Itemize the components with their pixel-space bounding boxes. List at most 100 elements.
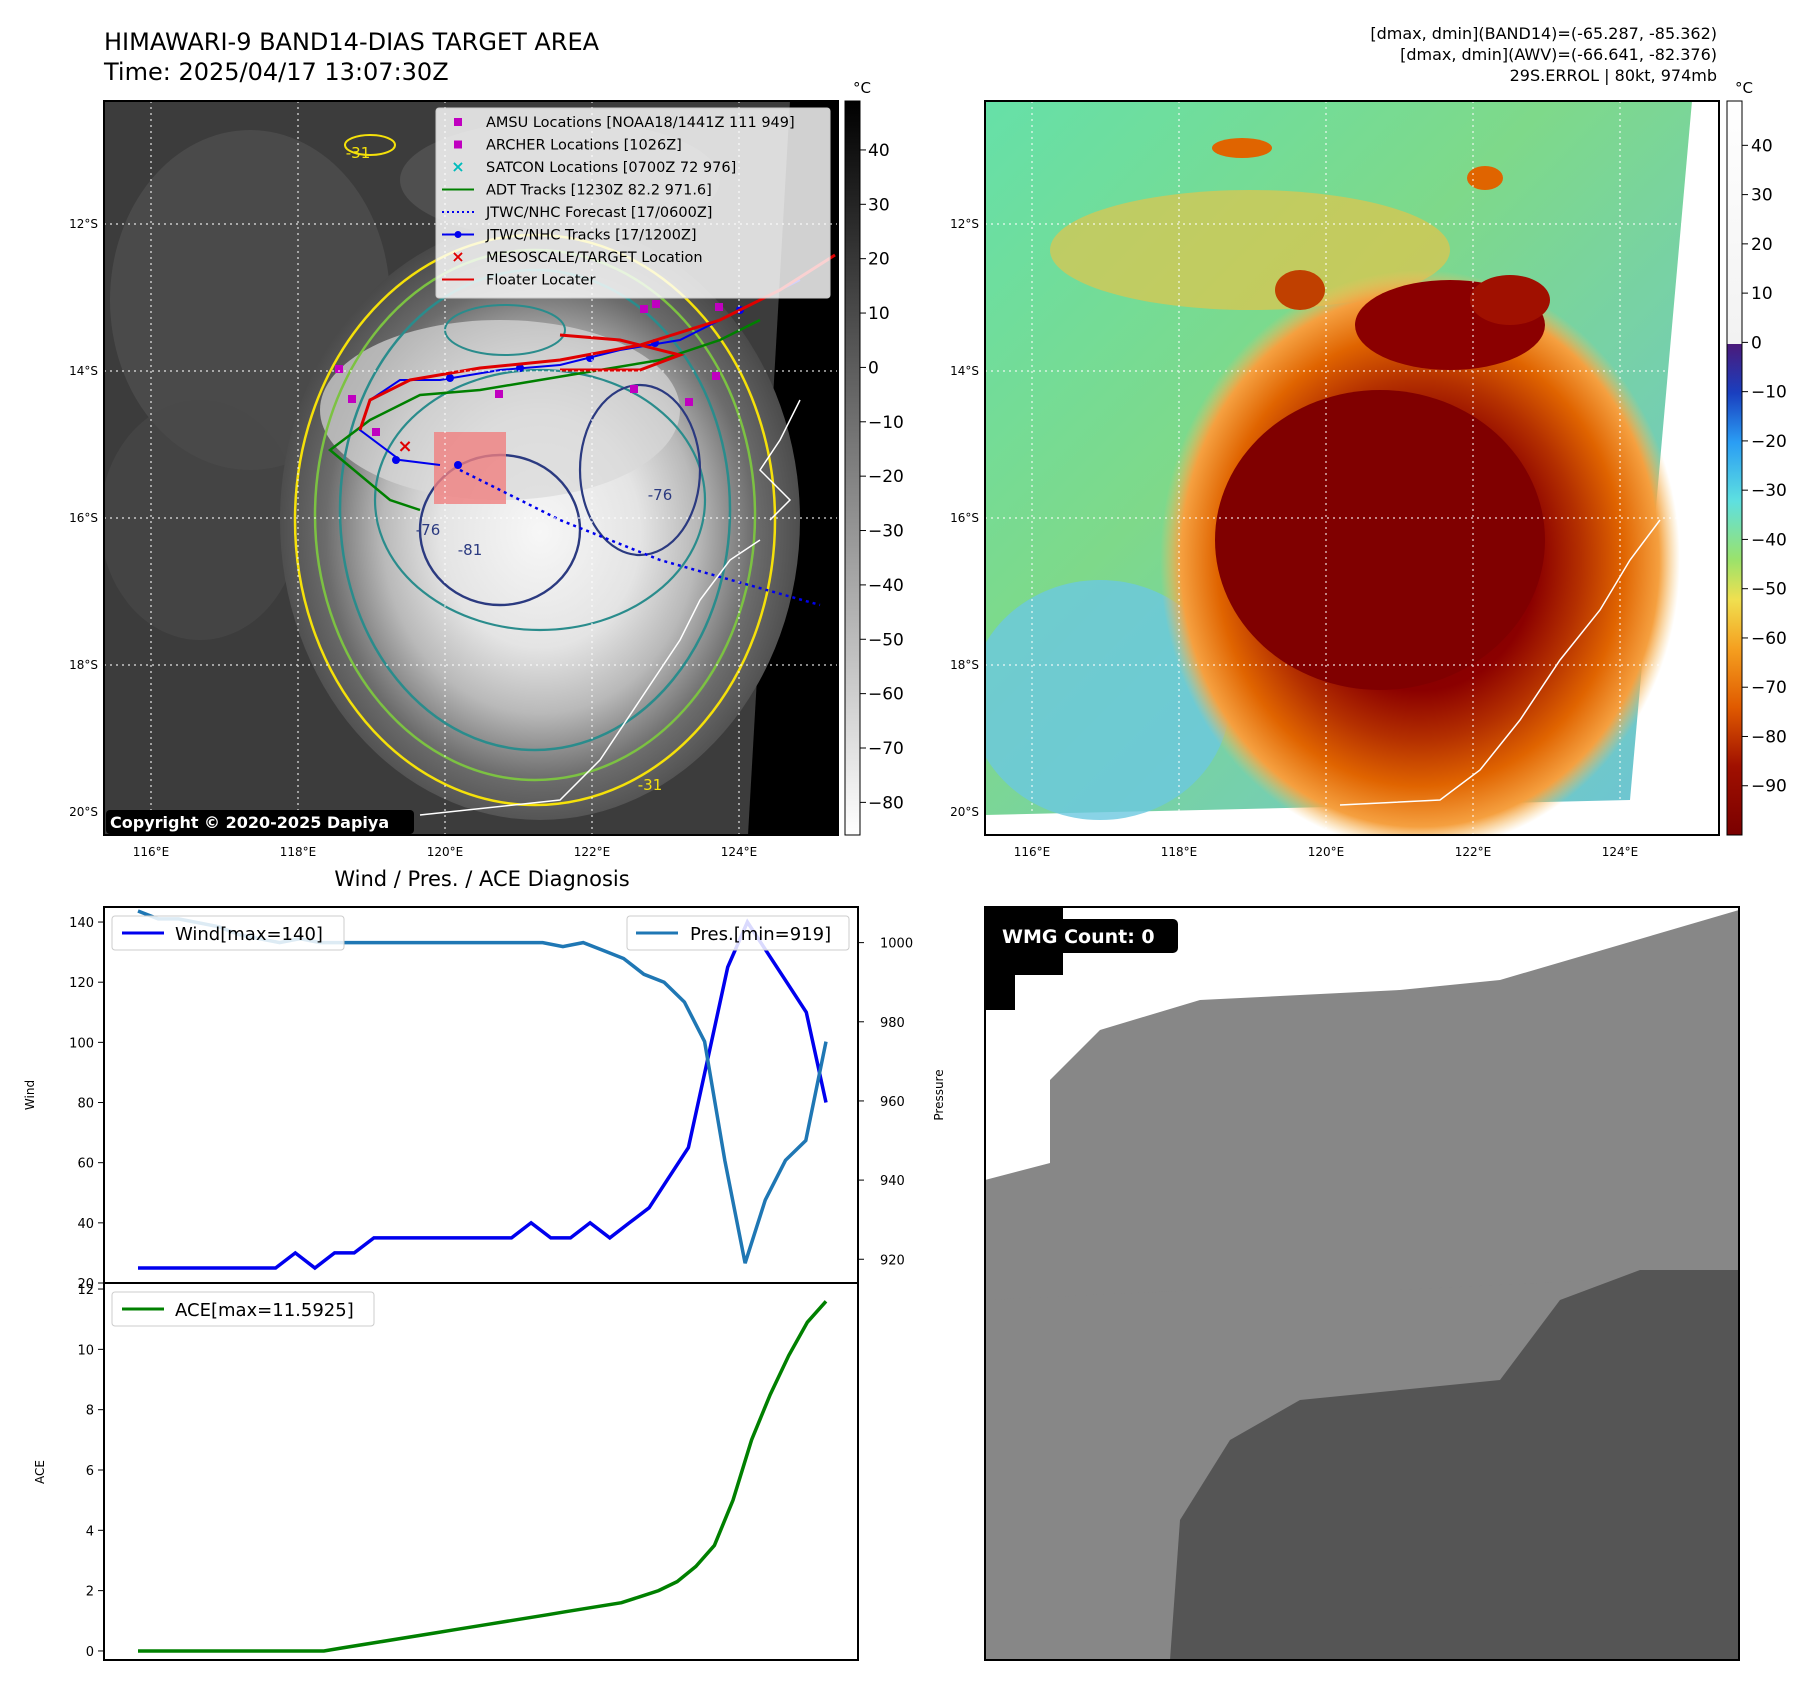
contour-label: -81 [458,541,483,559]
awv-colorbar-tick: 0 [1751,333,1762,353]
wind-tick: 140 [69,916,94,931]
legend-label: JTWC/NHC Tracks [17/1200Z] [485,228,697,244]
awv-lon-tick: 122°E [1455,845,1492,859]
floater-box [434,432,506,504]
pressure-tick: 1000 [880,937,913,952]
figure-time: Time: 2025/04/17 13:07:30Z [103,58,449,86]
wind-pressure-chart: Wind / Pres. / ACE Diagnosis 20 40 60 80 100… [23,867,946,1292]
legend-item: Floater Locater [442,273,595,289]
wind-tick: 120 [69,976,94,991]
pressure-legend-label: Pres.[min=919] [690,924,831,945]
pressure-tick: 940 [880,1174,905,1189]
legend-item: JTWC/NHC Forecast [17/0600Z] [442,205,712,221]
pressure-tick: 960 [880,1095,905,1110]
ace-series-line [138,1300,828,1653]
ir-colorbar-tick: 20 [868,250,890,270]
awv-colorbar-cold [1727,344,1742,835]
legend-label: AMSU Locations [NOAA18/1441Z 111 949] [486,115,795,131]
wind-tick: 60 [77,1157,94,1172]
wmg-count-text: WMG Count: 0 [1002,926,1155,948]
awv-lon-tick: 116°E [1014,845,1051,859]
awv-colorbar-tick: −90 [1751,777,1787,797]
ace-axis-label: ACE [33,1460,47,1484]
ace-chart: 0 2 4 6 8 10 12 ACE ACE[max=11.5925] [33,1282,859,1661]
wind-legend-label: Wind[max=140] [175,924,323,945]
storm-info: 29S.ERROL | 80kt, 974mb [1510,66,1717,85]
ace-tick: 8 [86,1404,94,1419]
awv-colorbar [1726,100,1743,836]
ir-lat-tick: 16°S [69,511,98,525]
wind-axis-label: Wind [23,1080,37,1110]
figure-title: HIMAWARI-9 BAND14-DIAS TARGET AREA [104,28,600,56]
awv-colorbar-tick: −10 [1751,383,1787,403]
legend-item: ADT Tracks [1230Z 82.2 971.6] [442,183,712,199]
awv-colorbar-tick: −30 [1751,481,1787,501]
ir-lon-tick: 116°E [133,845,170,859]
awv-colorbar-warm [1727,101,1742,344]
ir-legend: AMSU Locations [NOAA18/1441Z 111 949] ARC… [435,107,831,299]
legend-item: ARCHER Locations [1026Z] [454,138,682,154]
awv-lon-tick: 124°E [1602,845,1639,859]
awv-colorbar-tick: 20 [1751,235,1773,255]
ir-colorbar-tick: −40 [868,576,904,596]
legend-marker-x: × [451,157,464,176]
awv-colorbar-tick: −50 [1751,580,1787,600]
legend-label: JTWC/NHC Forecast [17/0600Z] [485,205,712,221]
pressure-tick: 980 [880,1016,905,1031]
ir-colorbar-tick: 40 [868,141,890,161]
ace-tick: 12 [77,1283,94,1298]
ir-lon-tick: 118°E [280,845,317,859]
awv-lat-tick: 12°S [950,217,979,231]
ir-colorbar-tick: 10 [868,304,890,324]
ir-colorbar-tick: −30 [868,522,904,542]
awv-image [985,101,1719,835]
svg-text:×: × [397,436,412,457]
awv-colorbar-tick: 40 [1751,136,1773,156]
contour-label: -31 [638,776,663,794]
wmg-count-badge [994,919,1178,953]
wind-tick: 40 [77,1217,94,1232]
awv-range-info: [dmax, dmin](AWV)=(-66.641, -82.376) [1400,45,1717,64]
legend-label: Floater Locater [486,273,595,289]
legend-marker-square [454,118,462,126]
awv-colorbar-tick: 10 [1751,284,1773,304]
ir-panel: × -31 -76 -76 -81 -31 AMSU Locations [NO… [69,79,904,859]
contour-label: -31 [346,144,371,162]
ace-tick: 4 [86,1524,94,1539]
legend-marker-square [454,140,462,149]
legend-marker-dot [454,231,462,238]
wind-series-line [138,918,828,1271]
ir-colorbar-tick: 30 [868,195,890,215]
ir-colorbar [844,100,861,836]
legend-item: × SATCON Locations [0700Z 72 976] [451,157,736,176]
ir-lat-tick: 12°S [69,217,98,231]
wind-tick: 20 [77,1277,94,1292]
awv-colorbar-unit: °C [1735,79,1753,97]
ir-colorbar-tick: 0 [868,358,879,378]
awv-lat-tick: 14°S [950,364,979,378]
pressure-axis-label: Pressure [932,1069,946,1120]
ir-colorbar-tick: −10 [868,413,904,433]
wind-tick: 100 [69,1036,94,1051]
legend-label: SATCON Locations [0700Z 72 976] [486,160,736,176]
legend-label: MESOSCALE/TARGET Location [486,250,703,266]
awv-colorbar-tick: −80 [1751,727,1787,747]
ir-lat-tick: 14°S [69,364,98,378]
contour-label: -76 [416,521,441,539]
pressure-legend: Pres.[min=919] [626,915,850,951]
ir-colorbar-tick: −20 [868,467,904,487]
chart-title: Wind / Pres. / ACE Diagnosis [334,867,629,891]
awv-colorbar-tick: −60 [1751,629,1787,649]
copyright-box [106,810,414,834]
ir-lat-tick: 18°S [69,658,98,672]
ace-tick: 0 [86,1645,94,1660]
wind-legend: Wind[max=140] [111,915,345,951]
legend-marker-x: × [451,247,464,266]
wmg-panel: WMG Count: 0 [984,906,1740,1661]
legend-item: JTWC/NHC Tracks [17/1200Z] [442,228,697,244]
ir-colorbar-tick: −60 [868,685,904,705]
contour-label: -76 [648,486,673,504]
ace-tick: 10 [77,1343,94,1358]
awv-lat-tick: 18°S [950,658,979,672]
copyright-text: Copyright © 2020-2025 Dapiya [110,813,389,832]
